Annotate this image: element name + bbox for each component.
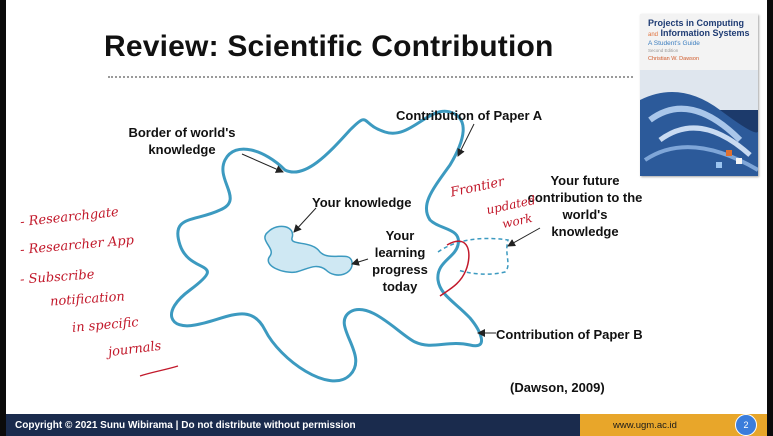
label-contribution-a: Contribution of Paper A [396,108,543,123]
label-your-knowledge: Your knowledge [312,195,412,210]
book-edition: Second Edition [648,48,679,53]
citation: (Dawson, 2009) [510,380,605,395]
book-cover-image: Projects in Computing and Information Sy… [640,14,758,176]
arrow-future [507,227,541,247]
arrow-learning [351,258,369,266]
page-number-badge: 2 [735,414,757,436]
website-url: www.ugm.ac.id [613,420,677,431]
label-future-contribution: Your future contribution to the world's … [527,173,643,239]
footer-accent: www.ugm.ac.id 2 [580,414,767,436]
book-author: Christian W. Dawson [648,56,700,62]
book-subtitle: A Student's Guide [648,40,700,47]
right-border [767,0,773,436]
handwritten-underline [139,365,179,377]
world-knowledge-border [170,109,483,383]
book-title: Projects in Computing and Information Sy… [648,18,750,38]
label-learning-progress: Your learning progress today [372,228,428,294]
your-knowledge-blob [264,225,353,276]
copyright-text: Copyright © 2021 Sunu Wibirama | Do not … [15,420,356,431]
arrow-paper-a [457,123,475,157]
handwritten-frontier-curve [439,240,470,297]
future-contribution-outline [437,237,509,275]
label-border: Border of world's knowledge [128,125,236,157]
slide-title: Review: Scientific Contribution [104,30,554,63]
label-contribution-b: Contribution of Paper B [496,327,643,342]
arrow-border [241,153,284,173]
footer-bar: Copyright © 2021 Sunu Wibirama | Do not … [6,414,767,436]
title-divider [108,76,633,78]
left-border [0,0,6,436]
arrow-knowledge [293,207,317,233]
book-cover-art [640,70,758,176]
